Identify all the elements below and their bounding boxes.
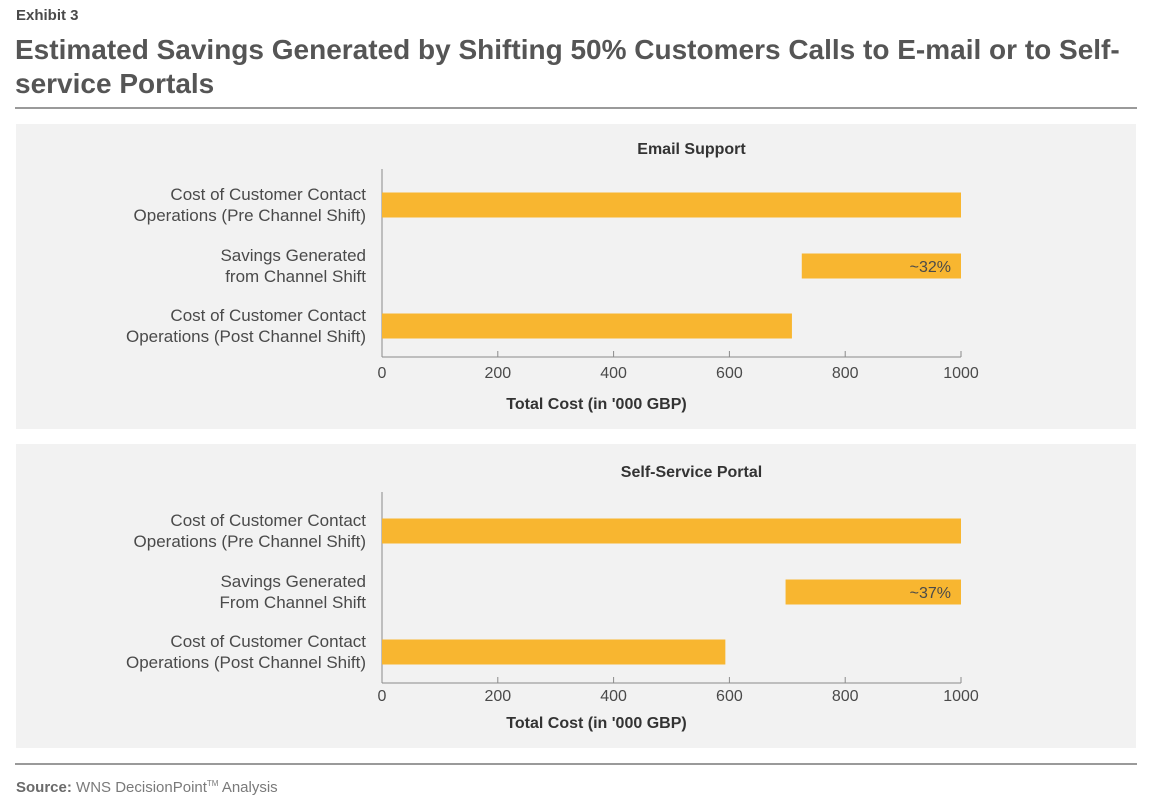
- source-suffix: Analysis: [221, 779, 278, 796]
- bar-data-label: ~37%: [910, 585, 951, 602]
- x-tick-label: 1000: [943, 688, 979, 705]
- email-support-chart: Email Support 0 200 400 600 800 1000 Total Cost…: [126, 141, 979, 413]
- category-label: from Channel Shift: [225, 267, 366, 286]
- category-label: Operations (Pre Channel Shift): [134, 532, 366, 551]
- email-support-chart-panel: Email Support 0 200 400 600 800 1000 Total Cost…: [16, 124, 1136, 429]
- trademark-mark: TM: [206, 779, 219, 788]
- bar: [382, 518, 961, 544]
- chart-title: Self-Service Portal: [621, 464, 762, 481]
- category-label: Cost of Customer Contact: [170, 185, 366, 204]
- category-label: Operations (Post Channel Shift): [126, 327, 366, 346]
- bar: [382, 639, 726, 665]
- footer-divider: [15, 763, 1137, 765]
- x-axis-label: Total Cost (in '000 GBP): [506, 715, 686, 732]
- x-tick-label: 800: [832, 688, 859, 705]
- x-tick-label: 400: [600, 688, 627, 705]
- self-service-portal-chart: Self-Service Portal 0 200 400 600 800 1000 Tota…: [126, 464, 979, 732]
- category-label: Cost of Customer Contact: [170, 511, 366, 530]
- bar-data-label: ~32%: [910, 259, 951, 276]
- source-label: Source:: [16, 779, 72, 796]
- category-label: Operations (Pre Channel Shift): [134, 206, 366, 225]
- category-label: From Channel Shift: [220, 593, 367, 612]
- self-service-portal-chart-panel: Self-Service Portal 0 200 400 600 800 1000 Tota…: [16, 444, 1136, 748]
- x-tick-label: 600: [716, 688, 743, 705]
- bar: [382, 192, 961, 218]
- source-text: WNS DecisionPoint: [76, 779, 207, 796]
- category-label: Cost of Customer Contact: [170, 632, 366, 651]
- x-tick-label: 200: [484, 365, 511, 382]
- x-tick-label: 800: [832, 365, 859, 382]
- bar: [801, 253, 961, 279]
- category-label: Operations (Post Channel Shift): [126, 653, 366, 672]
- chart-title: Email Support: [637, 141, 746, 158]
- x-tick-label: 0: [378, 365, 387, 382]
- source-note: Source: WNS DecisionPointTM Analysis: [16, 779, 278, 796]
- x-tick-label: 600: [716, 365, 743, 382]
- page-title: Estimated Savings Generated by Shifting …: [15, 34, 1120, 99]
- category-label: Savings Generated: [220, 572, 366, 591]
- exhibit-label: Exhibit 3: [16, 7, 79, 24]
- bar: [785, 579, 961, 605]
- x-tick-label: 0: [378, 688, 387, 705]
- title-divider: [15, 107, 1137, 109]
- bar: [382, 313, 792, 339]
- category-label: Savings Generated: [220, 246, 366, 265]
- category-label: Cost of Customer Contact: [170, 306, 366, 325]
- x-tick-label: 1000: [943, 365, 979, 382]
- x-axis-label: Total Cost (in '000 GBP): [506, 396, 686, 413]
- x-tick-label: 400: [600, 365, 627, 382]
- x-tick-label: 200: [484, 688, 511, 705]
